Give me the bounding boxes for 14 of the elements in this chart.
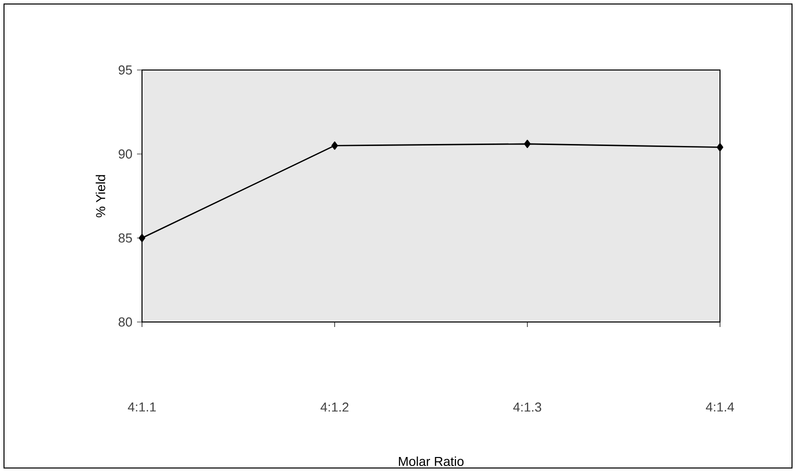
point xyxy=(524,140,531,148)
x-tick-label: 4:1.1 xyxy=(128,402,156,412)
y-tick-label: 90 xyxy=(118,149,132,159)
point xyxy=(138,234,146,242)
point xyxy=(716,143,724,152)
y-tick-label: 95 xyxy=(118,65,132,75)
x-axis-title: Molar Ratio xyxy=(398,456,464,466)
y-tick-label: 80 xyxy=(118,317,132,327)
y-axis-title: % Yield xyxy=(96,175,106,218)
x-tick-label: 4:1.4 xyxy=(706,402,734,412)
point xyxy=(331,141,338,150)
x-tick-label: 4:1.3 xyxy=(513,402,542,412)
x-tick-label: 4:1.2 xyxy=(320,402,348,412)
y-tick-label: 85 xyxy=(118,233,132,243)
